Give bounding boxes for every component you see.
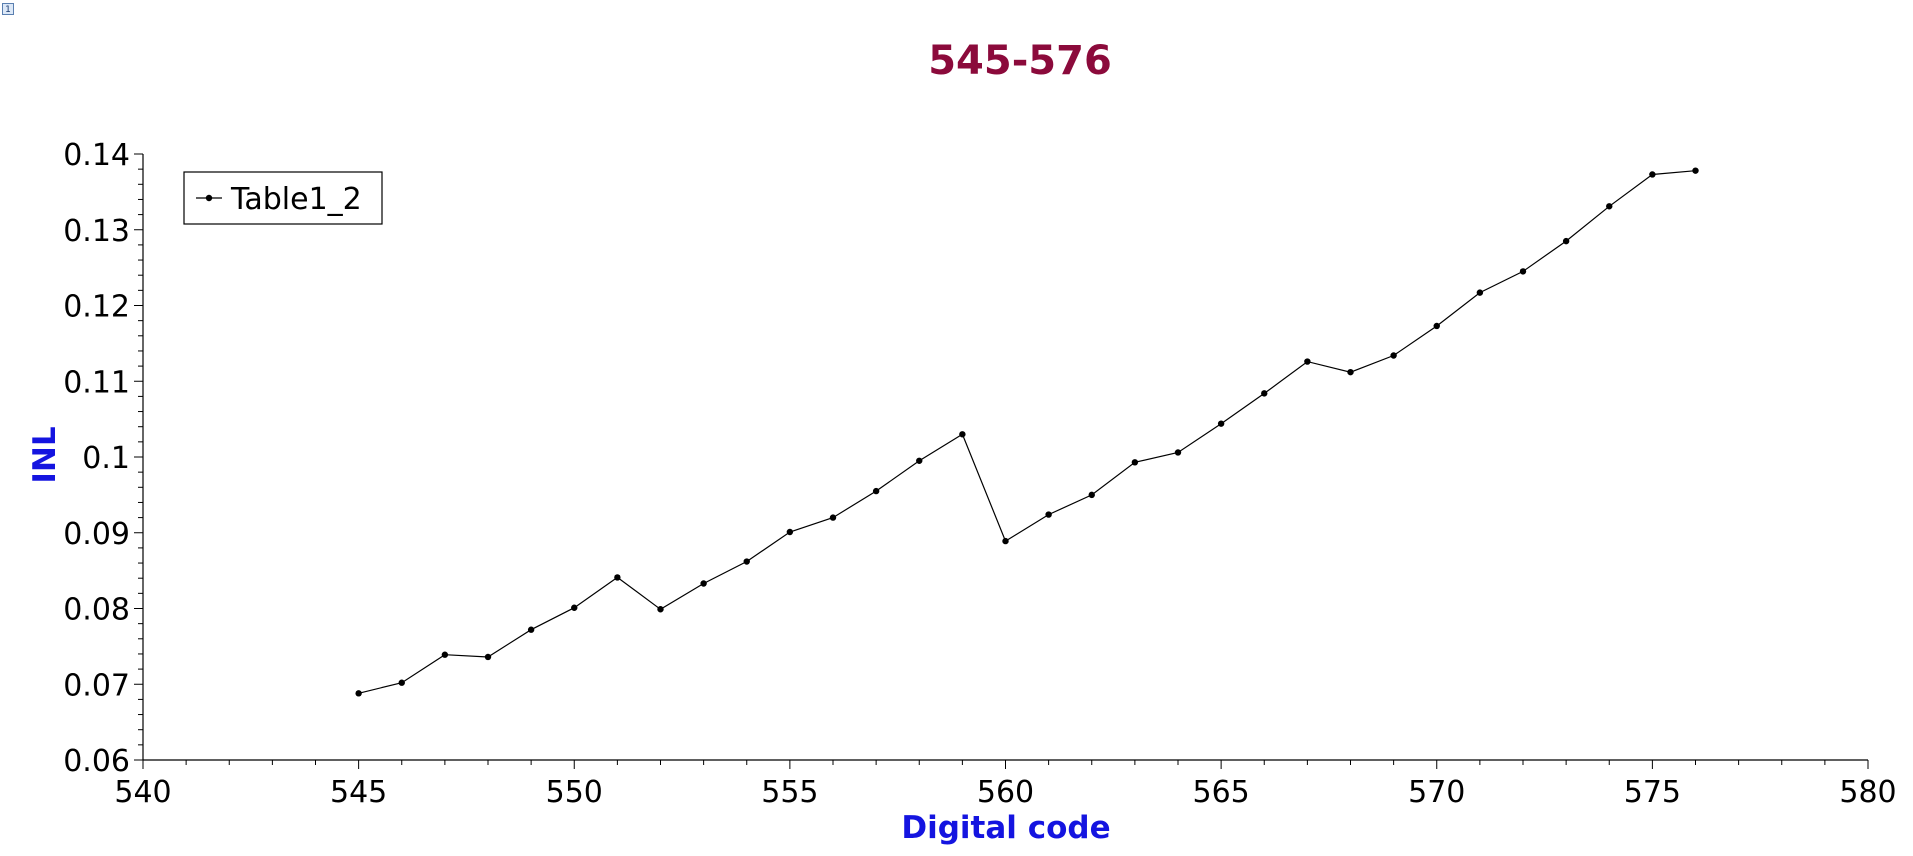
data-point (1476, 289, 1484, 296)
y-axis-ticks: 0.06 0.07 0.08 0.09 0.1 0.11 0.12 0.13 0.14 (63, 138, 143, 779)
y-tick-label: 0.14 (63, 138, 130, 173)
x-tick-label: 570 (1408, 775, 1465, 810)
data-point (657, 606, 664, 613)
data-point (700, 580, 707, 587)
x-tick-label: 560 (977, 775, 1034, 810)
data-point (1174, 449, 1182, 456)
axes (142, 154, 1868, 761)
data-point (1304, 358, 1311, 365)
y-tick-label: 0.08 (63, 593, 130, 628)
data-point (1433, 322, 1440, 330)
y-tick-label: 0.06 (63, 744, 130, 779)
data-point (1261, 390, 1268, 397)
data-point (614, 574, 621, 581)
x-tick-label: 555 (761, 775, 818, 810)
data-point (786, 528, 794, 536)
data-point (1390, 352, 1397, 359)
data-point (872, 487, 880, 495)
data-point (484, 653, 492, 661)
data-point (355, 690, 362, 697)
data-point (1692, 167, 1699, 174)
data-point (1562, 237, 1570, 245)
legend-marker (205, 194, 213, 202)
y-axis-label: INL (27, 426, 63, 483)
x-tick-label: 575 (1624, 775, 1681, 810)
x-tick-label: 580 (1839, 775, 1896, 810)
data-point (1045, 511, 1052, 518)
y-tick-label: 0.11 (63, 365, 130, 400)
y-tick-label: 0.1 (82, 441, 130, 476)
legend: Table1_2 (183, 171, 383, 225)
y-tick-label: 0.09 (63, 517, 130, 552)
x-tick-label: 565 (1192, 775, 1249, 810)
data-point (743, 558, 750, 565)
data-point (916, 457, 923, 464)
data-point (441, 651, 449, 658)
data-point (1217, 420, 1225, 427)
y-tick-label: 0.12 (63, 290, 130, 325)
page-badge: 1 (2, 3, 14, 15)
series-line (358, 170, 1696, 694)
data-point (1131, 459, 1139, 466)
x-tick-label: 545 (330, 775, 387, 810)
chart-title: 545-576 (928, 38, 1112, 84)
data-point (398, 679, 405, 686)
y-tick-label: 0.13 (63, 214, 130, 249)
x-tick-label: 550 (546, 775, 603, 810)
data-point (1347, 368, 1354, 376)
series-group (355, 167, 1699, 697)
data-point (527, 626, 535, 633)
data-point (1519, 268, 1527, 275)
data-point (959, 431, 966, 438)
x-axis-ticks: 540 545 550 555 560 565 570 575 580 (114, 760, 1897, 810)
data-point (571, 604, 578, 611)
data-point (1649, 171, 1656, 178)
data-point (1088, 491, 1095, 499)
data-point (1606, 203, 1613, 210)
x-axis-label: Digital code (901, 810, 1110, 846)
x-tick-label: 540 (114, 775, 171, 810)
data-point (1002, 537, 1009, 545)
data-point (829, 514, 837, 521)
y-tick-label: 0.07 (63, 668, 130, 703)
legend-label: Table1_2 (230, 182, 362, 217)
